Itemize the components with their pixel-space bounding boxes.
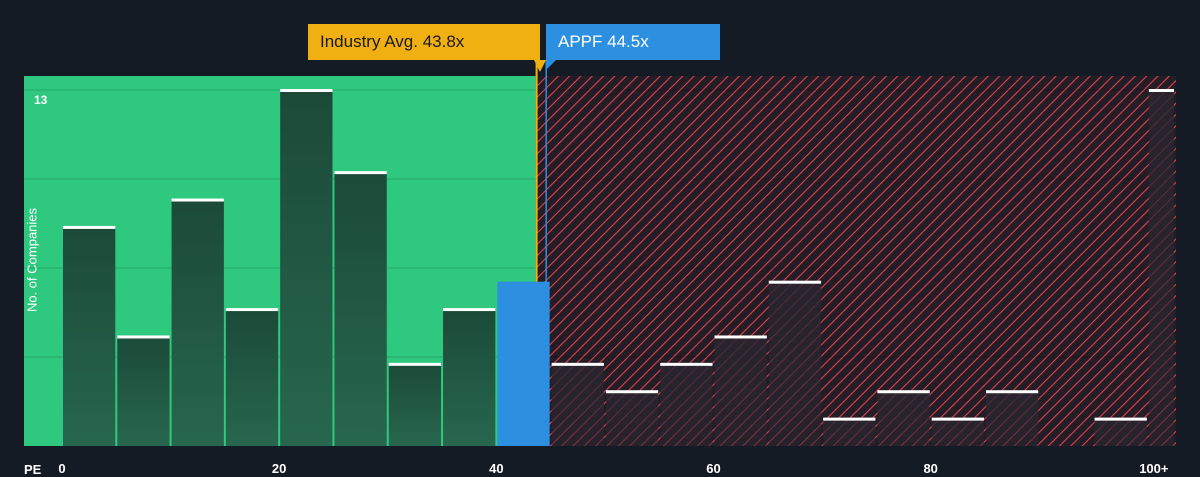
x-axis-ticks: 0 20 40 60 80 100+ xyxy=(58,461,1169,476)
x-tick-label: 80 xyxy=(923,461,937,476)
bar-top-cap xyxy=(714,335,767,339)
x-tick-label: 100+ xyxy=(1139,461,1169,476)
x-tick-label: 0 xyxy=(58,461,65,476)
bar-top-cap xyxy=(660,362,713,366)
bar-top-cap xyxy=(334,171,387,175)
histogram-bar xyxy=(768,281,822,446)
bar-top-cap xyxy=(63,225,116,229)
histogram-bar xyxy=(225,309,279,446)
industry-callout-pointer xyxy=(534,60,546,72)
histogram-bar xyxy=(931,418,984,446)
histogram-bar xyxy=(171,199,224,446)
x-axis-title: PE xyxy=(24,462,42,477)
histogram-bar xyxy=(551,363,604,446)
bar-top-cap xyxy=(388,362,442,366)
histogram-bar xyxy=(443,309,496,446)
bar-top-cap xyxy=(823,417,876,421)
histogram-bar xyxy=(1094,418,1147,446)
histogram-bar xyxy=(714,336,767,446)
histogram-bar xyxy=(117,336,170,446)
bar-top-cap xyxy=(1148,89,1174,92)
histogram-bar xyxy=(63,226,116,446)
x-tick-label: 20 xyxy=(272,461,286,476)
bar-top-cap xyxy=(117,335,170,339)
bar-top-cap xyxy=(280,89,333,92)
x-tick-label: 40 xyxy=(489,461,503,476)
histogram-bar xyxy=(605,391,659,446)
company-callout-pointer xyxy=(546,60,556,70)
x-tick-label: 60 xyxy=(706,461,720,476)
bar-top-cap xyxy=(171,198,224,202)
bar-top-cap xyxy=(443,308,496,312)
histogram-bar xyxy=(823,418,876,446)
company-pe-callout: APPF 44.5x xyxy=(546,24,720,60)
overvalued-zone xyxy=(535,76,1176,446)
industry-avg-callout: Industry Avg. 43.8x xyxy=(308,24,540,60)
bar-top-cap xyxy=(931,417,984,421)
histogram-bar xyxy=(660,363,713,446)
bar-top-cap xyxy=(605,390,659,394)
y-axis-label: No. of Companies xyxy=(24,207,40,313)
histogram-bar xyxy=(985,391,1039,446)
histogram-bar xyxy=(334,172,387,446)
bar-top-cap xyxy=(551,362,604,366)
company-bin-bar xyxy=(497,281,550,446)
histogram-bar xyxy=(1148,90,1174,446)
bar-top-cap xyxy=(1094,417,1147,421)
y-axis-max-label: 13 xyxy=(34,93,48,107)
bars-group xyxy=(63,89,1174,446)
bar-top-cap xyxy=(225,308,279,312)
bar-top-cap xyxy=(768,280,822,284)
histogram-bar xyxy=(877,391,930,446)
histogram-bar xyxy=(388,363,442,446)
histogram-bar xyxy=(280,90,333,446)
bar-top-cap xyxy=(985,390,1039,394)
bar-top-cap xyxy=(877,390,930,394)
